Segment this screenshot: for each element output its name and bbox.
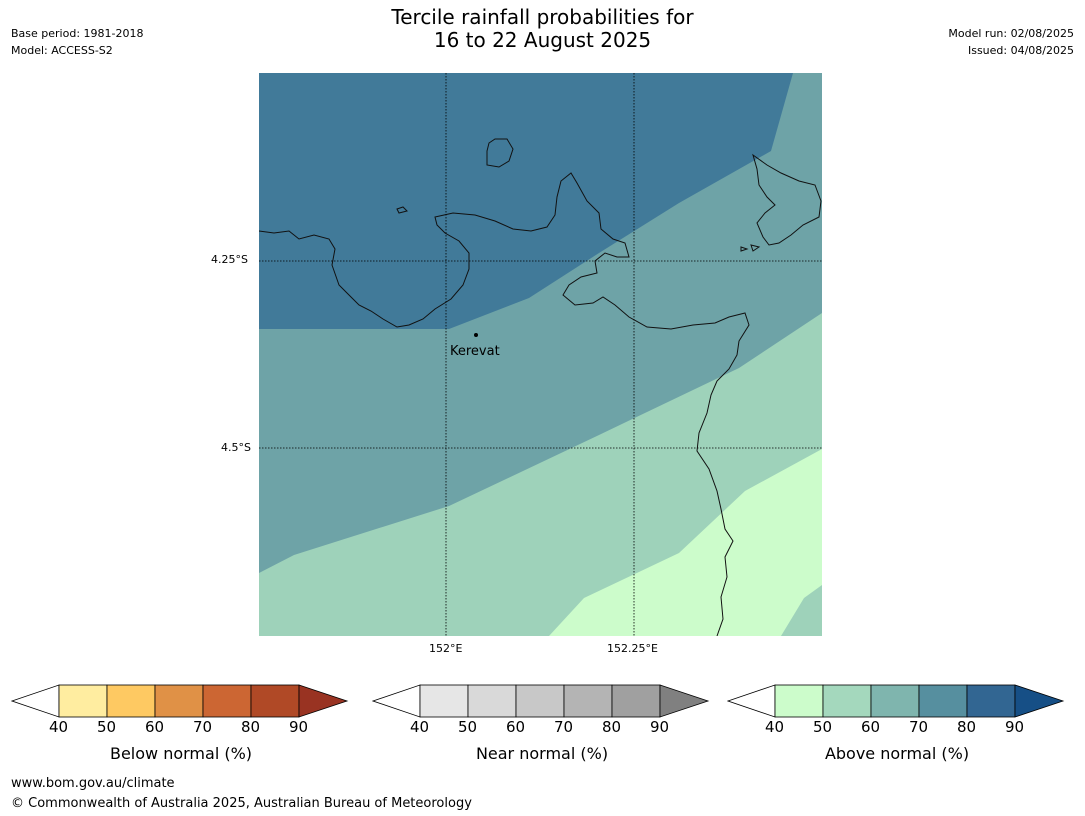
colorbar-extend-low [727, 684, 776, 718]
colorbar-segment [563, 684, 613, 718]
kerevat-label: Kerevat [450, 344, 500, 359]
colorbar-tick-label: 40 [410, 718, 430, 736]
coastline [259, 138, 822, 636]
issued-date: Issued: 04/08/2025 [967, 44, 1074, 57]
colorbar-3 [727, 684, 1065, 718]
colorbar-label: Above normal (%) [824, 744, 970, 763]
colorbar-tick-label: 50 [458, 718, 478, 736]
zone-pale-green [549, 449, 822, 636]
lat-label-4.25: 4.25°S [211, 253, 248, 266]
colorbar-tick-label: 80 [241, 718, 261, 736]
colorbar-tick-label: 80 [602, 718, 622, 736]
chart-title: Tercile rainfall probabilities for 16 to… [0, 6, 1085, 52]
colorbar-segment [202, 684, 252, 718]
colorbar-1 [11, 684, 349, 718]
kerevat-marker [474, 333, 478, 337]
colorbar-tick-label: 70 [193, 718, 213, 736]
colorbar-label: Below normal (%) [109, 744, 253, 763]
colorbar-extend-high [298, 684, 349, 718]
colorbar-segment [918, 684, 968, 718]
zone-dark-blue [259, 73, 793, 329]
colorbar-tick-label: 60 [506, 718, 526, 736]
meta-left: Base period: 1981-2018 Model: ACCESS-S2 [11, 25, 143, 59]
base-period: Base period: 1981-2018 [11, 27, 144, 40]
colorbar-tick-label: 90 [1005, 718, 1025, 736]
lon-label-152: 152°E [429, 642, 463, 655]
meta-right: Model run: 02/08/2025 Issued: 04/08/2025 [948, 25, 1074, 59]
colorbar-tick-label: 40 [49, 718, 69, 736]
colorbar-extend-low [372, 684, 421, 718]
colorbar-tick-label: 60 [861, 718, 881, 736]
colorbar-tick-label: 90 [289, 718, 309, 736]
colorbar-tick-label: 50 [813, 718, 833, 736]
colorbar-segment [822, 684, 872, 718]
title-line-1: Tercile rainfall probabilities for [391, 5, 694, 29]
colorbar-2 [372, 684, 710, 718]
colorbar-segment [154, 684, 204, 718]
footer-copyright: © Commonwealth of Australia 2025, Austra… [11, 796, 472, 811]
colorbar-tick-label: 40 [765, 718, 785, 736]
colorbar-segment [515, 684, 565, 718]
colorbar-label: Near normal (%) [475, 744, 609, 763]
colorbar-tick-label: 70 [554, 718, 574, 736]
colorbar-tick-label: 90 [650, 718, 670, 736]
colorbar-extend-high [659, 684, 710, 718]
colorbar-segment [774, 684, 824, 718]
title-line-2: 16 to 22 August 2025 [433, 28, 652, 52]
colorbar-segment [467, 684, 517, 718]
probability-map: Kerevat [259, 73, 822, 636]
colorbar-segment [966, 684, 1016, 718]
footer: www.bom.gov.au/climate © Commonwealth of… [11, 774, 472, 814]
colorbar-extend-low [11, 684, 60, 718]
colorbar-extend-high [1014, 684, 1065, 718]
colorbar-segment [58, 684, 108, 718]
colorbar-tick-label: 50 [97, 718, 117, 736]
model-run: Model run: 02/08/2025 [948, 27, 1074, 40]
colorbar-segment [106, 684, 156, 718]
lat-label-4.5: 4.5°S [221, 441, 251, 454]
colorbar-tick-label: 60 [145, 718, 165, 736]
colorbar-tick-label: 70 [909, 718, 929, 736]
colorbar-segment [611, 684, 661, 718]
colorbar-segment [419, 684, 469, 718]
colorbar-tick-label: 80 [957, 718, 977, 736]
colorbar-segment [250, 684, 300, 718]
lon-label-152.25: 152.25°E [607, 642, 658, 655]
footer-url: www.bom.gov.au/climate [11, 776, 175, 791]
graticule [259, 73, 822, 636]
model-name: Model: ACCESS-S2 [11, 44, 113, 57]
colorbar-segment [870, 684, 920, 718]
